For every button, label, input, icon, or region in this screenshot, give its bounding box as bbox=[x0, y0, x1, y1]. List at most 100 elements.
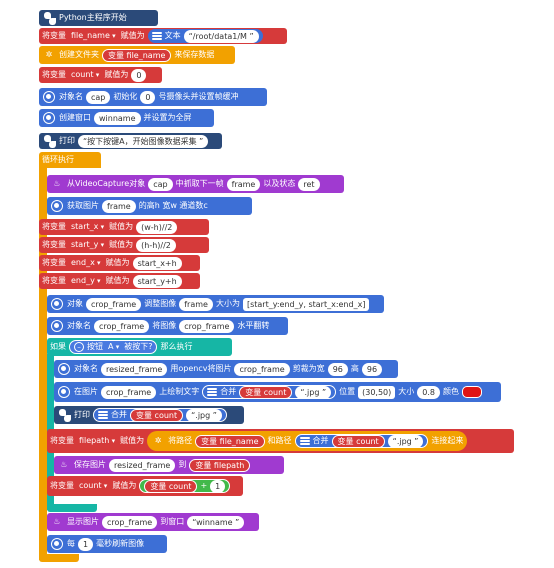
print-text-input[interactable]: 按下按键A，开始图像数据采集 bbox=[78, 134, 209, 148]
python-main-start-block[interactable]: Python主程序开始 bbox=[39, 10, 158, 26]
draw-text-block[interactable]: 在图片 crop_frame 上绘制文字 合并 变量 count .jpg 位置… bbox=[54, 382, 501, 402]
loop-frame-bottom bbox=[39, 554, 79, 562]
set-start-y-block[interactable]: 将变量 start_y 赋值为 (h-h)//2 bbox=[39, 237, 209, 253]
expression-input[interactable]: (h-h)//2 bbox=[136, 238, 176, 252]
block-label: 的高h 宽w 通道数c bbox=[138, 201, 208, 210]
set-count-block[interactable]: 将变量 count 赋值为 0 bbox=[39, 67, 162, 83]
variable-dropdown[interactable]: count bbox=[69, 71, 101, 79]
window-name-input[interactable]: winname bbox=[94, 111, 141, 125]
image-input[interactable]: frame bbox=[179, 297, 213, 311]
text-block[interactable]: 文本 /root/data1/M bbox=[147, 29, 263, 43]
number-input[interactable]: 1 bbox=[210, 479, 226, 493]
number-input[interactable]: 0 bbox=[131, 68, 147, 82]
variable-dropdown[interactable]: filepath bbox=[77, 437, 117, 445]
flip-image-block[interactable]: 对象名 crop_frame 将图像 crop_frame 水平翻转 bbox=[47, 317, 288, 335]
block-label: 对象名 bbox=[59, 92, 83, 101]
set-filepath-block[interactable]: 将变量 filepath 赋值为 ✲ 将路径 变量 file_name 和路径 … bbox=[47, 429, 514, 453]
create-folder-block[interactable]: ✲ 创建文件夹 变量 file_name 来保存数据 bbox=[39, 46, 235, 64]
text-icon bbox=[207, 388, 218, 396]
position-input[interactable]: (30,50) bbox=[358, 385, 396, 399]
crop-resize-block[interactable]: 对象名 resized_frame 用opencv将图片 crop_frame … bbox=[54, 360, 398, 378]
image-input[interactable]: crop_frame bbox=[101, 385, 157, 399]
opencv-icon: ♨ bbox=[53, 179, 61, 188]
variable-reporter[interactable]: 变量 count bbox=[239, 385, 293, 399]
merge-text-block[interactable]: 合并 变量 count .jpg bbox=[294, 434, 429, 448]
opencv-icon: ♨ bbox=[60, 460, 68, 469]
resize-image-block[interactable]: 对象 crop_frame 调整图像 frame 大小为 [start_y:en… bbox=[47, 295, 384, 313]
path-join-block[interactable]: ✲ 将路径 变量 file_name 和路径 合并 变量 count .jpg … bbox=[147, 431, 468, 451]
block-label: 颜色 bbox=[443, 387, 459, 396]
camera-index-input[interactable]: 0 bbox=[140, 90, 156, 104]
variable-dropdown[interactable]: end_y bbox=[69, 277, 103, 285]
assign-label: 赋值为 bbox=[109, 222, 134, 231]
image-input[interactable]: frame bbox=[102, 199, 136, 213]
expression-input[interactable]: start_y+h bbox=[132, 274, 182, 288]
variable-reporter[interactable]: 变量 file_name bbox=[195, 434, 265, 448]
status-name-input[interactable]: ret bbox=[298, 177, 320, 191]
window-name-input[interactable]: winname bbox=[187, 515, 245, 529]
font-size-input[interactable]: 0.8 bbox=[417, 385, 440, 399]
increment-count-block[interactable]: 将变量 count 赋值为 变量 count + 1 bbox=[47, 476, 243, 496]
object-name-input[interactable]: crop_frame bbox=[86, 297, 142, 311]
opencv-icon: ♨ bbox=[53, 517, 61, 526]
set-end-y-block[interactable]: 将变量 end_y 赋值为 start_y+h bbox=[39, 273, 200, 289]
text-input[interactable]: .jpg bbox=[387, 434, 424, 448]
frame-name-input[interactable]: frame bbox=[226, 177, 261, 191]
block-label: 从VideoCapture对象 bbox=[67, 179, 146, 188]
print-block[interactable]: 打印 按下按键A，开始图像数据采集 bbox=[39, 133, 222, 149]
camera-init-block[interactable]: 对象名 cap 初始化 0 号摄像头并设置帧缓冲 bbox=[39, 88, 267, 106]
merge-text-block[interactable]: 合并 变量 count .jpg bbox=[93, 408, 227, 422]
merge-text-block[interactable]: 合并 变量 count .jpg bbox=[202, 385, 337, 399]
print-block[interactable]: 打印 合并 变量 count .jpg bbox=[54, 406, 244, 424]
block-label: 对象名 bbox=[74, 364, 98, 373]
variable-reporter[interactable]: 变量 count bbox=[130, 408, 184, 422]
expression-input[interactable]: (w-h)//2 bbox=[136, 220, 178, 234]
set-file-name-block[interactable]: 将变量 file_name 赋值为 文本 /root/data1/M bbox=[39, 28, 287, 44]
height-input[interactable]: 96 bbox=[361, 362, 383, 376]
text-value-input[interactable]: /root/data1/M bbox=[183, 29, 259, 43]
assign-label: 赋值为 bbox=[120, 436, 145, 445]
text-input[interactable]: .jpg bbox=[186, 408, 222, 422]
show-image-block[interactable]: ♨ 显示图片 crop_frame 到窗口 winname bbox=[47, 513, 259, 531]
set-end-x-block[interactable]: 将变量 end_x 赋值为 start_x+h bbox=[39, 255, 200, 271]
text-icon bbox=[151, 32, 162, 40]
variable-dropdown[interactable]: start_x bbox=[69, 223, 106, 231]
wait-key-block[interactable]: 每 1 毫秒刷新图像 bbox=[47, 535, 167, 553]
save-image-block[interactable]: ♨ 保存图片 resized_frame 到 变量 filepath bbox=[54, 456, 284, 474]
object-name-input[interactable]: cap bbox=[86, 90, 111, 104]
slice-input[interactable]: [start_y:end_y, start_x:end_x] bbox=[242, 297, 370, 311]
set-start-x-block[interactable]: 将变量 start_x 赋值为 (w-h)//2 bbox=[39, 219, 209, 235]
variable-dropdown[interactable]: end_x bbox=[69, 259, 103, 267]
color-swatch[interactable] bbox=[462, 386, 482, 398]
variable-dropdown[interactable]: count bbox=[77, 482, 109, 490]
button-pressed-condition[interactable]: – 按钮 A 被按下? bbox=[69, 340, 158, 354]
set-variable-label: 将变量 bbox=[42, 240, 66, 249]
variable-dropdown[interactable]: start_y bbox=[69, 241, 106, 249]
forever-loop-header[interactable]: 循环执行 bbox=[39, 152, 101, 168]
image-input[interactable]: crop_frame bbox=[179, 319, 235, 333]
variable-reporter[interactable]: 变量 count bbox=[144, 479, 198, 493]
addition-block[interactable]: 变量 count + 1 bbox=[139, 479, 231, 493]
if-block[interactable]: 如果 – 按钮 A 被按下? 那么执行 bbox=[47, 338, 232, 356]
create-window-block[interactable]: 创建窗口 winname 并设置为全屏 bbox=[39, 109, 214, 127]
text-label: 文本 bbox=[164, 31, 181, 40]
capture-object-input[interactable]: cap bbox=[148, 177, 173, 191]
width-input[interactable]: 96 bbox=[327, 362, 348, 376]
milliseconds-input[interactable]: 1 bbox=[78, 537, 94, 551]
variable-reporter[interactable]: 变量 filepath bbox=[189, 458, 251, 472]
object-name-input[interactable]: crop_frame bbox=[94, 319, 150, 333]
variable-dropdown[interactable]: file_name bbox=[69, 32, 118, 40]
key-dropdown[interactable]: A bbox=[106, 343, 121, 351]
text-input[interactable]: .jpg bbox=[295, 385, 332, 399]
button-label: 按钮 bbox=[87, 342, 103, 351]
camera-eye-icon bbox=[50, 199, 64, 213]
get-image-shape-block[interactable]: 获取图片 frame 的高h 宽w 通道数c bbox=[47, 197, 252, 215]
object-name-input[interactable]: resized_frame bbox=[101, 362, 168, 376]
variable-reporter[interactable]: 变量 count bbox=[331, 434, 385, 448]
read-frame-block[interactable]: ♨ 从VideoCapture对象 cap 中抓取下一帧 frame 以及状态 … bbox=[47, 175, 344, 193]
image-input[interactable]: crop_frame bbox=[102, 515, 158, 529]
image-input[interactable]: resized_frame bbox=[109, 458, 176, 472]
variable-reporter[interactable]: 变量 file_name bbox=[102, 48, 172, 62]
image-input[interactable]: crop_frame bbox=[234, 362, 290, 376]
expression-input[interactable]: start_x+h bbox=[132, 256, 182, 270]
